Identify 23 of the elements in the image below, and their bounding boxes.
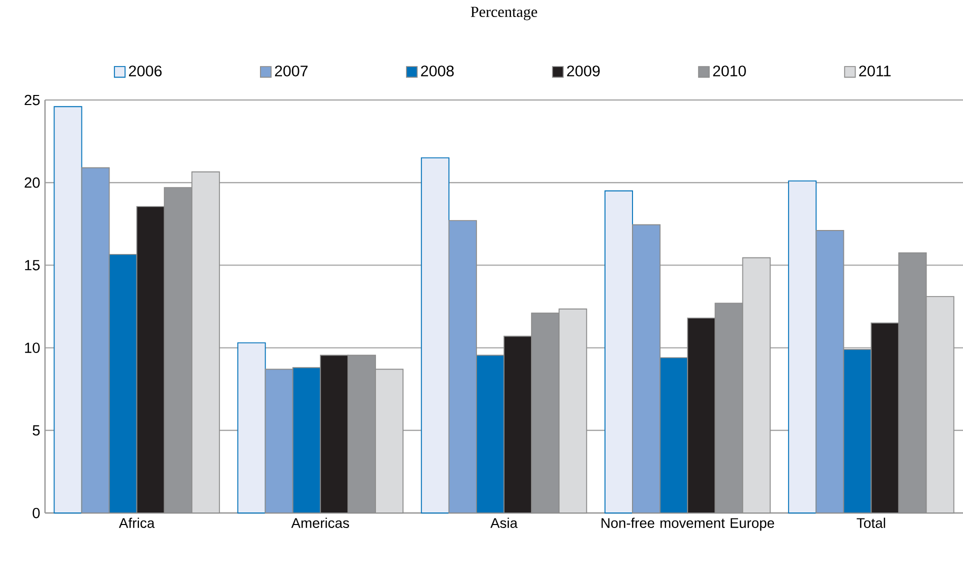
y-tick-label: 5 [32,425,40,436]
legend-label: 2006 [128,66,162,76]
bar [54,106,82,514]
y-tick-label: 0 [32,508,40,518]
x-tick-label: Non-free movement Europe [602,518,774,531]
bar [420,157,450,514]
bar [788,180,817,514]
x-tick-label: Americas [291,518,350,528]
legend-label: 2008 [421,66,454,76]
x-tick-label: Asia [490,518,518,528]
x-tick-label: Africa [118,518,155,528]
chart-title: Percentage [470,6,538,20]
bar [604,190,633,514]
legend-label: 2009 [567,66,600,76]
y-tick-label: 15 [25,260,40,270]
legend-label: 2011 [859,66,891,76]
bar [237,342,266,514]
y-tick-label: 25 [24,94,40,106]
y-tick-label: 10 [25,342,40,353]
legend-label: 2010 [713,66,746,76]
y-tick-label: 20 [24,177,40,188]
legend-label: 2007 [275,66,308,76]
x-tick-label: Total [856,518,886,528]
